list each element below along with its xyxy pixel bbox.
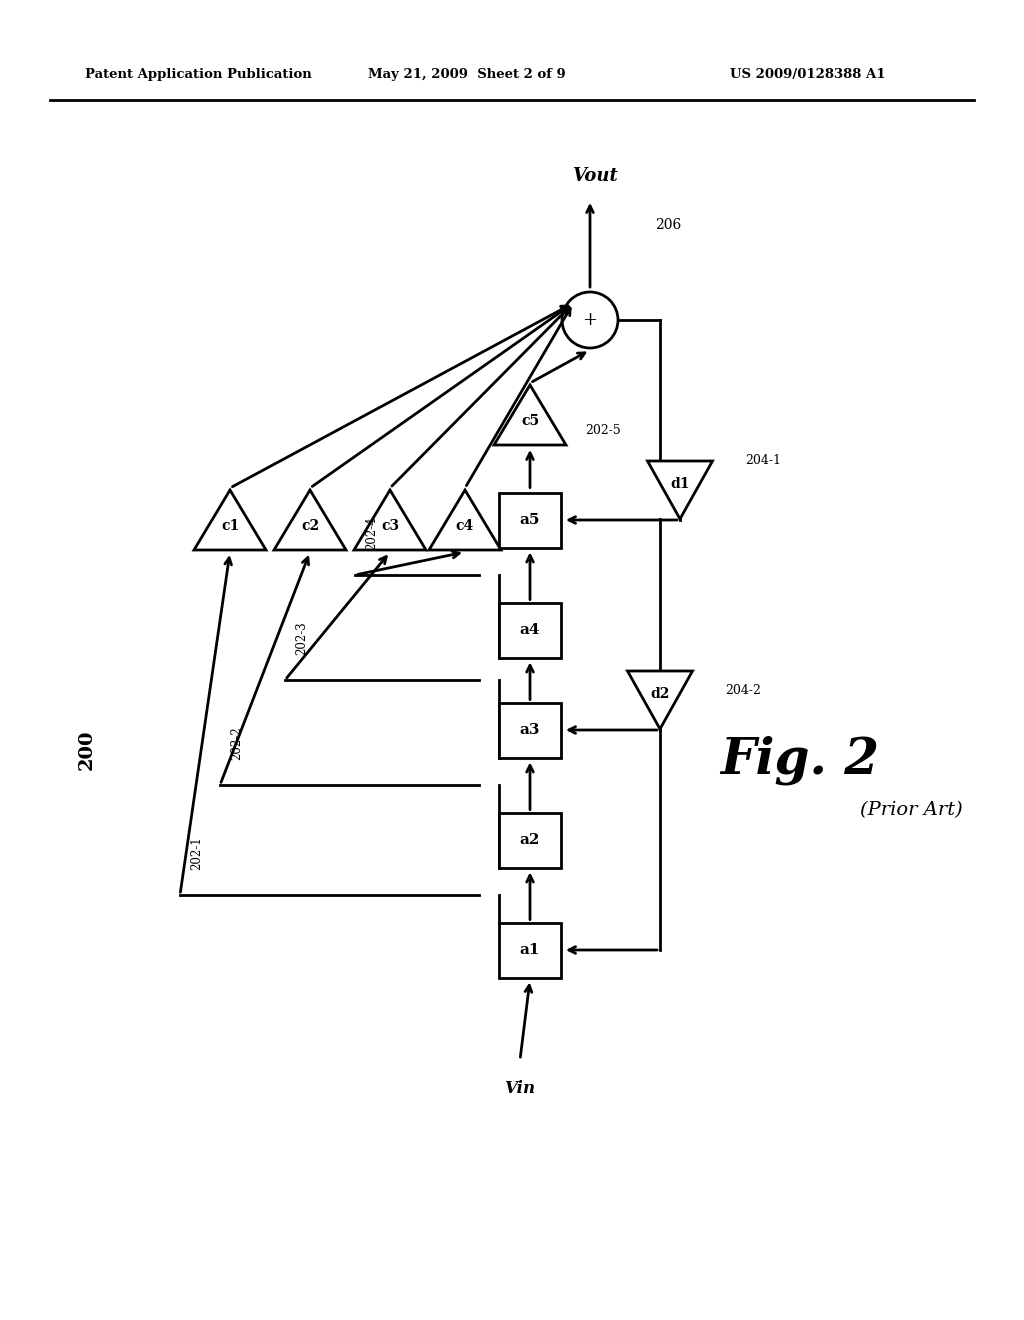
Text: c1: c1	[221, 519, 240, 533]
Text: Vout: Vout	[572, 168, 617, 185]
Bar	[499, 602, 561, 657]
Text: 202-3: 202-3	[295, 622, 308, 655]
Text: US 2009/0128388 A1: US 2009/0128388 A1	[730, 69, 886, 81]
Text: d2: d2	[650, 688, 670, 701]
Text: 206: 206	[655, 218, 681, 232]
Bar	[499, 492, 561, 548]
Circle shape	[562, 292, 618, 348]
Text: 202-2: 202-2	[230, 726, 243, 760]
Text: 202-1: 202-1	[190, 837, 203, 870]
Text: a5: a5	[520, 513, 541, 527]
Text: 204-2: 204-2	[725, 684, 761, 697]
Text: a1: a1	[520, 942, 541, 957]
Text: 202-4: 202-4	[365, 516, 378, 550]
Bar	[499, 813, 561, 867]
Text: Patent Application Publication: Patent Application Publication	[85, 69, 311, 81]
Polygon shape	[494, 385, 566, 445]
Text: c5: c5	[521, 414, 539, 428]
Text: 204-1: 204-1	[745, 454, 781, 466]
Polygon shape	[274, 490, 346, 550]
Text: c3: c3	[381, 519, 399, 533]
Text: c4: c4	[456, 519, 474, 533]
Polygon shape	[194, 490, 266, 550]
Text: May 21, 2009  Sheet 2 of 9: May 21, 2009 Sheet 2 of 9	[368, 69, 565, 81]
Text: a4: a4	[520, 623, 541, 638]
Polygon shape	[429, 490, 501, 550]
Text: d1: d1	[671, 478, 690, 491]
Polygon shape	[628, 671, 692, 729]
Text: a2: a2	[520, 833, 541, 847]
Polygon shape	[354, 490, 426, 550]
Text: 202-5: 202-5	[585, 424, 621, 437]
Polygon shape	[647, 461, 713, 519]
Text: +: +	[583, 312, 597, 329]
Text: Fig. 2: Fig. 2	[720, 735, 879, 785]
Text: 200: 200	[78, 730, 96, 771]
Text: a3: a3	[520, 723, 541, 737]
Bar	[499, 702, 561, 758]
Text: (Prior Art): (Prior Art)	[860, 801, 963, 818]
Text: Vin: Vin	[505, 1080, 536, 1097]
Text: c2: c2	[301, 519, 319, 533]
Bar	[499, 923, 561, 978]
